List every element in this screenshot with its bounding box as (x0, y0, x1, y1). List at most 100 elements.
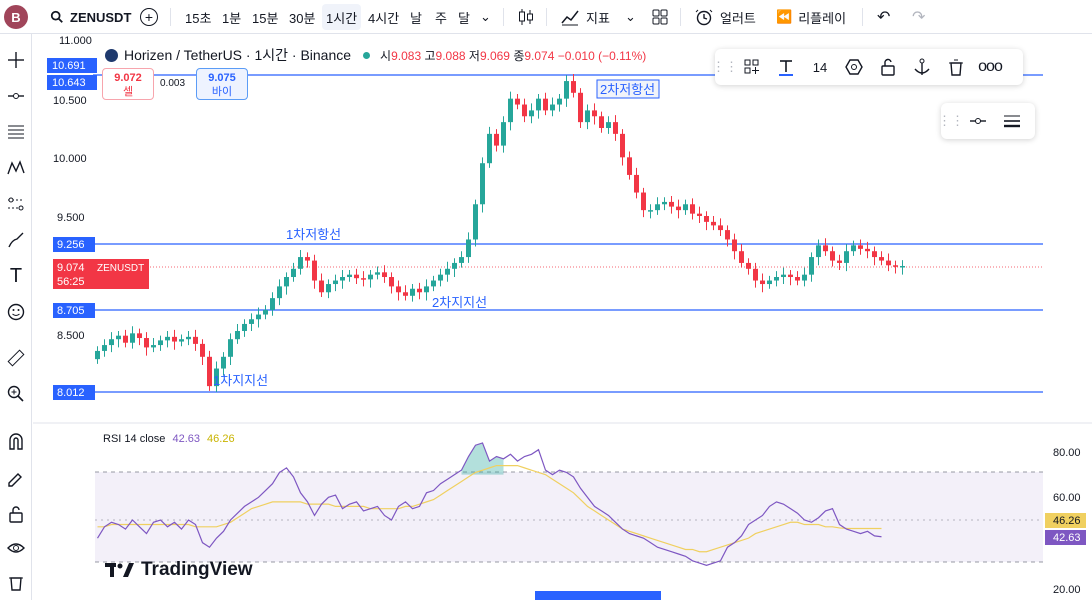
layout-button[interactable] (650, 0, 670, 34)
candle-body (564, 81, 569, 99)
indicators-button[interactable]: 지표 (560, 0, 610, 34)
undo-button[interactable]: ↶ (877, 0, 890, 34)
candle-body (445, 268, 450, 275)
trash-icon (9, 577, 23, 591)
rsi-ma-tag: 46.26 (1053, 515, 1081, 527)
rsi-tick: 80.00 (1053, 447, 1081, 459)
candle-body (627, 157, 632, 175)
buy-button[interactable]: 9.075 바이 (196, 68, 248, 100)
candle-body (116, 335, 121, 340)
zoom-tool[interactable] (4, 382, 28, 406)
forecast-tool[interactable] (4, 192, 28, 216)
open-value: 9.083 (391, 48, 422, 63)
drag-handle-icon[interactable]: ⋮⋮ (938, 113, 964, 128)
hexagon-settings-icon (845, 59, 863, 75)
annotation-sup2[interactable]: 2차지지선 (432, 295, 487, 310)
crosshair-tool[interactable] (4, 48, 28, 72)
redo-button[interactable]: ↷ (912, 0, 925, 34)
add-to-favorites-button[interactable] (735, 50, 769, 84)
candle-body (529, 110, 534, 117)
chart-area[interactable]: 2차저항선 1차저항선 2차지지선 1차지지선 11.000 10.500 10… (33, 35, 1092, 600)
timeframe-1m[interactable]: 1분 (222, 10, 242, 26)
replay-button[interactable]: ⏪ 리플레이 (776, 0, 846, 34)
price-tag-box (53, 385, 95, 400)
rsi-value-tag-box (1045, 530, 1086, 545)
tradingview-logo: TradingView (105, 559, 253, 581)
indicators-dropdown[interactable]: ⌄ (625, 0, 636, 34)
user-avatar[interactable]: B (4, 5, 28, 29)
lock-drawings-tool[interactable] (4, 502, 28, 526)
annotation-sup1[interactable]: 1차지지선 (213, 373, 268, 388)
price-tick: 10.000 (53, 153, 87, 165)
lock-button[interactable] (871, 50, 905, 84)
candle-body (410, 288, 415, 296)
candle-body (242, 323, 247, 331)
candle-body (438, 274, 443, 281)
drag-handle-icon[interactable]: ⋮⋮ (712, 59, 738, 74)
symbol-search[interactable]: ZENUSDT (50, 0, 131, 34)
timeframe-dropdown[interactable]: ⌄ (480, 0, 491, 34)
measure-tool[interactable] (4, 346, 28, 370)
annotation-res2[interactable]: 2차저항선 (600, 82, 655, 97)
timeframe-1h[interactable]: 1시간 (322, 4, 362, 30)
candle-body (403, 292, 408, 296)
stay-drawing-tool[interactable] (4, 466, 28, 490)
timeframe-15m[interactable]: 15분 (252, 10, 279, 26)
more-icon: ooo (978, 58, 1003, 75)
candle-body (851, 245, 856, 252)
candle-body (389, 277, 394, 287)
high-label: 고 (424, 48, 436, 63)
pattern-tool[interactable] (4, 156, 28, 180)
candle-body (130, 333, 135, 343)
candle-body (676, 206, 681, 211)
candle-body (375, 272, 380, 275)
candle-body (144, 338, 149, 348)
chart-canvas[interactable]: 2차저항선 1차저항선 2차지지선 1차지지선 11.000 10.500 10… (33, 35, 1092, 600)
compare-symbol-button[interactable]: + (140, 0, 162, 34)
timeframe-15s[interactable]: 15초 (185, 10, 212, 26)
delete-button[interactable] (939, 50, 973, 84)
candle-body (361, 278, 366, 280)
text-color-button[interactable] (769, 50, 803, 84)
alert-label: 얼러트 (720, 10, 756, 26)
alert-button[interactable]: 얼러트 (694, 0, 756, 34)
fib-tool[interactable] (4, 120, 28, 144)
trend-line-tool[interactable] (4, 84, 28, 108)
timeframe-week[interactable]: 주 (435, 10, 447, 26)
remove-drawings-tool[interactable] (4, 570, 28, 594)
candle-body (382, 272, 387, 278)
candle-body (508, 98, 513, 123)
zoom-in-icon (7, 385, 24, 402)
line-width-button[interactable] (995, 104, 1029, 138)
timeframe-4h[interactable]: 4시간 (368, 10, 400, 26)
magnet-tool[interactable] (4, 430, 28, 454)
magnet-icon (9, 433, 23, 450)
text-tool[interactable]: T (4, 264, 28, 288)
annotation-res1[interactable]: 1차저항선 (286, 227, 341, 242)
more-button[interactable]: ooo (973, 50, 1007, 84)
sell-button[interactable]: 9.072 셀 (102, 68, 154, 100)
candle-body (473, 204, 478, 240)
price-tag: 10.643 (52, 77, 86, 89)
icon-tool[interactable] (4, 300, 28, 324)
timeframe-month[interactable]: 달 (458, 10, 470, 26)
candle-body (277, 286, 282, 299)
candle-body (802, 274, 807, 281)
candle-body (494, 133, 499, 146)
symbol-legend: Horizen / TetherUS · 1시간 · Binance 시9.08… (105, 45, 646, 65)
anchor-button[interactable] (905, 50, 939, 84)
crosshair-icon (8, 52, 24, 68)
candle-body (515, 98, 520, 105)
rsi-band (95, 472, 1043, 562)
timeframe-day[interactable]: 날 (410, 10, 422, 26)
line-tool-button[interactable] (961, 104, 995, 138)
current-symbol: ZENUSDT (97, 263, 144, 274)
candle-body (746, 262, 751, 269)
font-size-button[interactable]: 14 (812, 59, 828, 75)
candle-body (347, 274, 352, 278)
hide-drawings-tool[interactable] (4, 536, 28, 560)
brush-tool[interactable] (4, 228, 28, 252)
settings-button[interactable] (837, 50, 871, 84)
timeframe-30m[interactable]: 30분 (289, 10, 316, 26)
chart-type-button[interactable] (516, 0, 536, 34)
